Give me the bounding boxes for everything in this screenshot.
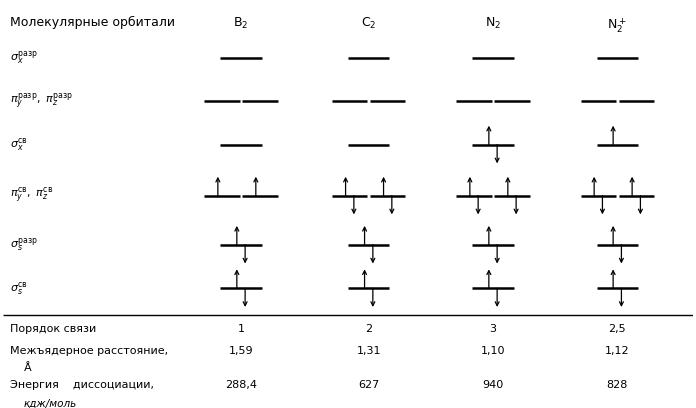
Text: $\pi_y^{\rm св},\ \pi_z^{\rm св}$: $\pi_y^{\rm св},\ \pi_z^{\rm св}$ (10, 186, 53, 205)
Text: B$_2$: B$_2$ (233, 16, 248, 31)
Text: 3: 3 (489, 324, 496, 334)
Text: 627: 627 (358, 380, 379, 390)
Text: $\sigma_s^{\rm св}$: $\sigma_s^{\rm св}$ (10, 279, 28, 297)
Text: 940: 940 (482, 380, 504, 390)
Text: C$_2$: C$_2$ (361, 16, 377, 31)
Text: 1,31: 1,31 (356, 346, 381, 356)
Text: 1,59: 1,59 (229, 346, 253, 356)
Text: $\pi_y^{\rm разр},\ \pi_z^{\rm разр}$: $\pi_y^{\rm разр},\ \pi_z^{\rm разр}$ (10, 91, 73, 111)
Text: Энергия    диссоциации,: Энергия диссоциации, (10, 380, 154, 390)
Text: 1,12: 1,12 (605, 346, 630, 356)
Text: $\sigma_x^{\rm разр}$: $\sigma_x^{\rm разр}$ (10, 49, 38, 66)
Text: 288,4: 288,4 (225, 380, 257, 390)
Text: Å: Å (24, 363, 31, 373)
Text: кдж/моль: кдж/моль (24, 398, 77, 408)
Text: N$_2^+$: N$_2^+$ (608, 16, 627, 35)
Text: 828: 828 (607, 380, 628, 390)
Text: 1: 1 (237, 324, 244, 334)
Text: 2: 2 (365, 324, 372, 334)
Text: 1,10: 1,10 (481, 346, 505, 356)
Text: Молекулярные орбитали: Молекулярные орбитали (10, 16, 175, 29)
Text: Порядок связи: Порядок связи (10, 324, 96, 334)
Text: N$_2$: N$_2$ (485, 16, 501, 31)
Text: Межъядерное расстояние,: Межъядерное расстояние, (10, 346, 168, 356)
Text: $\sigma_s^{\rm разр}$: $\sigma_s^{\rm разр}$ (10, 236, 38, 253)
Text: $\sigma_x^{\rm св}$: $\sigma_x^{\rm св}$ (10, 136, 28, 153)
Text: 2,5: 2,5 (608, 324, 626, 334)
